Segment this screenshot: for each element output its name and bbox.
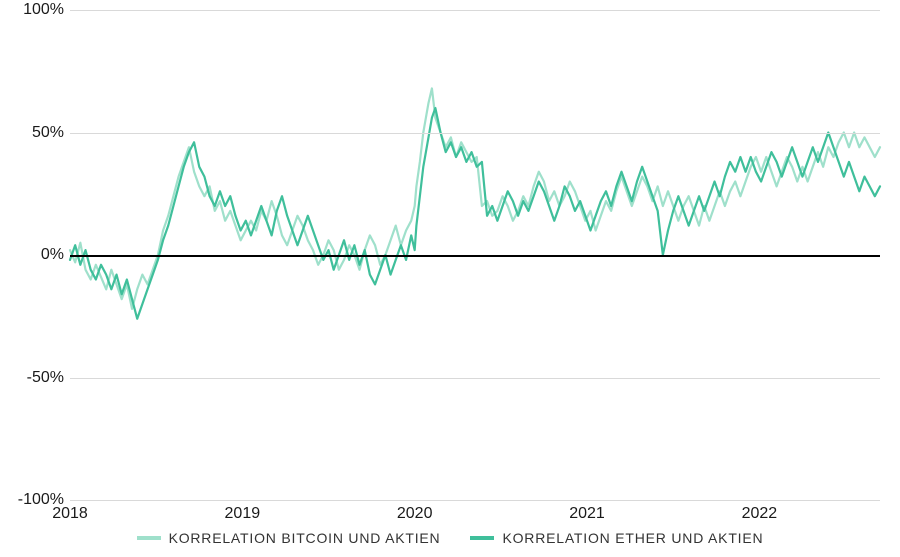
legend-label-bitcoin: KORRELATION BITCOIN UND AKTIEN: [169, 530, 441, 546]
legend-item-ether: KORRELATION ETHER UND AKTIEN: [470, 530, 763, 546]
legend: KORRELATION BITCOIN UND AKTIEN KORRELATI…: [0, 530, 900, 546]
gridline: [70, 500, 880, 501]
gridline: [70, 133, 880, 134]
y-tick-label: -50%: [4, 369, 64, 387]
y-tick-label: 100%: [4, 1, 64, 19]
series-line-bitcoin: [70, 88, 880, 309]
legend-label-ether: KORRELATION ETHER UND AKTIEN: [502, 530, 763, 546]
x-tick-label: 2022: [742, 505, 778, 523]
y-tick-label: 50%: [4, 124, 64, 142]
zero-line: [70, 255, 880, 257]
gridline: [70, 378, 880, 379]
gridline: [70, 10, 880, 11]
x-tick-label: 2018: [52, 505, 88, 523]
legend-swatch-ether: [470, 536, 494, 540]
legend-item-bitcoin: KORRELATION BITCOIN UND AKTIEN: [137, 530, 441, 546]
x-tick-label: 2020: [397, 505, 433, 523]
legend-swatch-bitcoin: [137, 536, 161, 540]
y-tick-label: 0%: [4, 246, 64, 264]
series-line-ether: [70, 108, 880, 319]
correlation-chart: KORRELATION BITCOIN UND AKTIEN KORRELATI…: [0, 0, 900, 557]
x-tick-label: 2019: [225, 505, 261, 523]
x-tick-label: 2021: [569, 505, 605, 523]
